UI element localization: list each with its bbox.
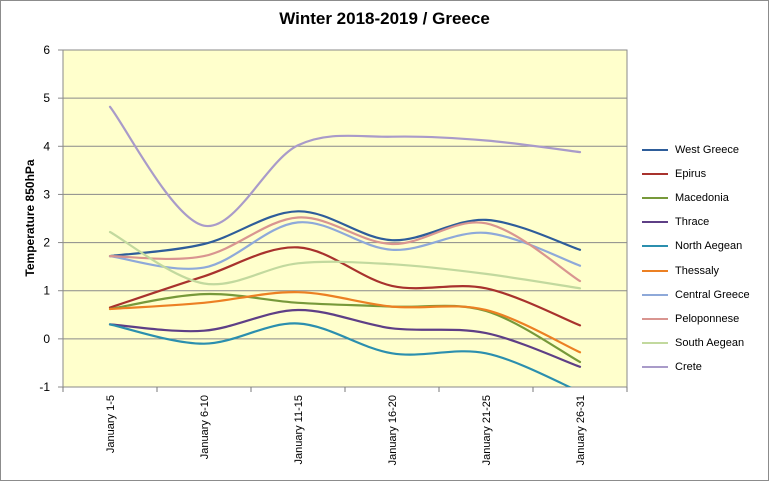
- series-line-epirus: [108, 246, 582, 327]
- series-line-west-greece: [108, 210, 582, 258]
- legend-label: North Aegean: [675, 240, 743, 253]
- x-tick-label: January 26-31: [575, 395, 587, 465]
- series-line-crete: [108, 105, 582, 227]
- series-line-peloponnese: [108, 216, 582, 283]
- y-tick-label: 2: [43, 236, 50, 250]
- legend-item-west-greece: West Greece: [642, 138, 767, 162]
- legend-label: Epirus: [675, 168, 707, 181]
- x-tick-label: January 21-25: [481, 395, 493, 465]
- legend-label: Peloponnese: [675, 312, 740, 325]
- legend-label: South Aegean: [675, 336, 745, 349]
- legend-label: Thrace: [675, 216, 710, 229]
- y-tick-label: 6: [43, 43, 50, 57]
- series-line-north-aegean: [108, 322, 573, 387]
- legend-label: Crete: [675, 360, 702, 373]
- x-tick-label: January 1-5: [105, 395, 117, 453]
- legend-swatch: [642, 173, 668, 176]
- y-tick-label: 3: [43, 187, 50, 201]
- chart-title: Winter 2018-2019 / Greece: [279, 9, 490, 28]
- legend-item-macedonia: Macedonia: [642, 186, 767, 210]
- y-tick-label: 0: [43, 332, 50, 346]
- x-tick-label: January 6-10: [199, 395, 211, 459]
- legend-item-central-greece: Central Greece: [642, 283, 767, 307]
- legend: West Greece Epirus Macedonia Thrace North Ae…: [642, 138, 767, 379]
- series-line-south-aegean: [108, 230, 582, 290]
- legend-swatch: [642, 269, 668, 272]
- y-tick-label: -1: [39, 380, 50, 394]
- series-line-thessaly: [108, 291, 582, 354]
- legend-label: Thessaly: [675, 264, 720, 277]
- legend-swatch: [642, 317, 668, 320]
- x-tick-label: January 11-15: [293, 395, 305, 465]
- x-tick-label: January 16-20: [387, 395, 399, 465]
- y-tick-label: 5: [43, 91, 50, 105]
- series-line-central-greece: [108, 221, 582, 270]
- legend-label: Macedonia: [675, 192, 729, 205]
- legend-swatch: [642, 197, 668, 200]
- legend-item-peloponnese: Peloponnese: [642, 307, 767, 331]
- y-tick-label: 4: [43, 139, 50, 153]
- y-tick-label: 1: [43, 284, 50, 298]
- legend-label: West Greece: [675, 144, 739, 157]
- legend-swatch: [642, 293, 668, 296]
- legend-swatch: [642, 149, 668, 152]
- legend-swatch: [642, 221, 668, 224]
- legend-item-crete: Crete: [642, 355, 767, 379]
- legend-swatch: [642, 341, 668, 344]
- legend-swatch: [642, 365, 668, 368]
- series-line-thrace: [108, 308, 582, 368]
- legend-item-thessaly: Thessaly: [642, 258, 767, 282]
- legend-item-epirus: Epirus: [642, 162, 767, 186]
- series-line-macedonia: [108, 292, 582, 364]
- legend-item-north-aegean: North Aegean: [642, 234, 767, 258]
- legend-item-south-aegean: South Aegean: [642, 331, 767, 355]
- legend-swatch: [642, 245, 668, 248]
- legend-item-thrace: Thrace: [642, 210, 767, 234]
- plot-background: [63, 50, 627, 387]
- series-group: [108, 105, 582, 387]
- legend-label: Central Greece: [675, 288, 750, 301]
